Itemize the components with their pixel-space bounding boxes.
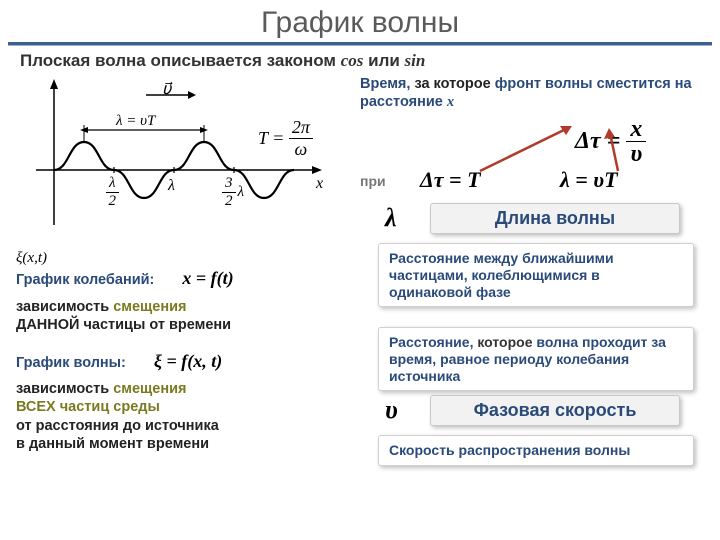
subtitle-sin: sin <box>405 51 426 70</box>
osc-desc-1: зависимость <box>16 299 113 315</box>
wave-formula: ξ = f(x, t) <box>154 351 222 371</box>
desc-box-3: Скорость распространения волны <box>378 435 694 466</box>
x-axis-label: x <box>316 175 323 193</box>
wave-desc-4: в данный момент времени <box>16 436 209 452</box>
when-formula-1: Δτ = T <box>420 167 481 193</box>
lambda-symbol: λ <box>385 203 397 233</box>
subtitle-text-1: Плоская волна описывается законом <box>20 51 341 70</box>
wave-svg <box>16 75 346 245</box>
desc-box-2: Расстояние, которое волна проходит за вр… <box>378 327 694 391</box>
osc-desc-1b: смещения <box>113 299 186 315</box>
when-formula-2: λ = υT <box>560 167 618 193</box>
wave-desc-1b: смещения <box>113 381 186 397</box>
wave-desc: зависимость смещения ВСЕХ частиц среды о… <box>16 380 346 453</box>
wave-desc-3: от расстояния до источника <box>16 418 219 434</box>
subtitle-cos: cos <box>341 51 364 70</box>
desc2-b: которое <box>473 334 536 350</box>
wave-diagram: ξ(x,t) x υ⃗ λ = υT λ2 λ 32λ T = 2π ω <box>16 75 346 245</box>
y-axis-label: ξ(x,t) <box>16 250 47 267</box>
phase-label-box: Фазовая скорость <box>430 395 680 426</box>
tick-lambda: λ <box>168 177 175 195</box>
desc3-text: Скорость распространения волны <box>389 442 630 458</box>
oscillation-heading: График колебаний: <box>16 272 154 288</box>
tick-3-2-lambda: 32λ <box>222 175 244 210</box>
velocity-label: υ⃗ <box>162 79 171 99</box>
content-area: ξ(x,t) x υ⃗ λ = υT λ2 λ 32λ T = 2π ω Гра… <box>0 75 720 535</box>
desc1-text: Расстояние между ближайшими частицами, к… <box>389 250 614 300</box>
period-formula: T = 2π ω <box>258 117 313 160</box>
desc-box-1: Расстояние между ближайшими частицами, к… <box>378 243 694 307</box>
wave-desc-2: ВСЕХ частиц среды <box>16 399 160 415</box>
left-column: График колебаний: x = f(t) зависимость с… <box>16 267 346 453</box>
wavelength-label-box: Длина волны <box>430 203 680 234</box>
v-symbol: υ <box>385 395 398 425</box>
oscillation-desc: зависимость смещения ДАННОЙ частицы от в… <box>16 298 346 334</box>
tick-lambda-half: λ2 <box>106 175 119 210</box>
time-b: за которое <box>410 76 494 92</box>
oscillation-formula: x = f(t) <box>182 268 233 288</box>
desc2-a: Расстояние, <box>389 334 473 350</box>
subtitle: Плоская волна описывается законом cos ил… <box>0 51 720 75</box>
header-rule <box>8 42 712 45</box>
osc-desc-2: ДАННОЙ частицы от времени <box>16 317 231 333</box>
wave-desc-1: зависимость <box>16 381 113 397</box>
time-sentence: Время, за которое фронт волны сместится … <box>360 75 700 111</box>
time-x: x <box>447 94 454 110</box>
oscillation-heading-row: График колебаний: x = f(t) <box>16 267 346 290</box>
wave-heading-row: График волны: ξ = f(x, t) <box>16 350 346 373</box>
red-arrows <box>360 111 700 191</box>
page-title: График волны <box>0 0 720 42</box>
time-a: Время, <box>360 76 410 92</box>
subtitle-text-2: или <box>363 51 404 70</box>
wave-heading: График волны: <box>16 355 126 371</box>
when-label: при <box>360 173 386 189</box>
lambda-eq-label: λ = υT <box>116 113 155 130</box>
